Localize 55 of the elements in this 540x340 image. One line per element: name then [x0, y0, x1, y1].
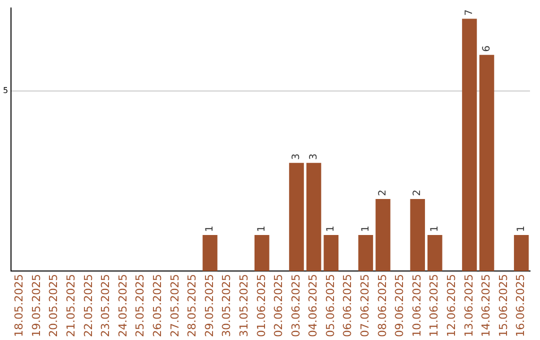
- data-label: 3: [308, 154, 320, 160]
- x-tick-label: 01.06.2025: [254, 274, 268, 338]
- x-tick-label: 11.06.2025: [428, 274, 441, 338]
- x-tick-label: 10.06.2025: [410, 274, 424, 338]
- y-tick-label: 5: [2, 86, 8, 95]
- bar: [254, 234, 270, 272]
- x-tick-label: 30.05.2025: [220, 274, 234, 338]
- bar: [324, 234, 338, 272]
- bar: [479, 54, 494, 272]
- data-label: 1: [326, 226, 337, 232]
- x-tick-label: 09.06.2025: [393, 274, 406, 338]
- x-tick-label: 20.05.2025: [47, 274, 60, 338]
- data-label: 1: [360, 226, 372, 232]
- x-tick-label: 07.06.2025: [358, 274, 372, 338]
- data-label: 7: [464, 9, 476, 16]
- data-label: 3: [291, 154, 302, 160]
- x-tick-label: 04.06.2025: [306, 274, 320, 338]
- data-label: 2: [378, 190, 389, 196]
- x-tick-label: 31.05.2025: [237, 274, 250, 338]
- bar: [376, 198, 390, 272]
- x-tick-label: 03.06.2025: [289, 274, 302, 338]
- data-label: 2: [412, 190, 424, 196]
- data-label: 1: [429, 226, 440, 232]
- x-tick-label: 28.05.2025: [186, 274, 199, 338]
- x-tick-label: 12.06.2025: [445, 274, 458, 338]
- data-label: 1: [256, 226, 268, 232]
- x-tick-label: 22.05.2025: [82, 274, 95, 338]
- x-tick-label: 16.06.2025: [514, 274, 528, 338]
- x-tick-label: 14.06.2025: [480, 274, 493, 338]
- x-tick-label: 26.05.2025: [150, 274, 164, 338]
- bar: [514, 234, 529, 272]
- x-tick-label: 23.05.2025: [99, 274, 112, 338]
- bar: [358, 234, 374, 272]
- bar: [306, 162, 322, 272]
- x-tick-label: 05.06.2025: [324, 274, 337, 338]
- data-label: 6: [481, 45, 492, 52]
- x-tick-label: 02.06.2025: [272, 274, 286, 338]
- bar: [410, 198, 425, 272]
- x-tick-label: 08.06.2025: [376, 274, 389, 338]
- data-label: 1: [516, 226, 527, 232]
- x-tick-label: 13.06.2025: [462, 274, 476, 338]
- x-tick-label: 21.05.2025: [64, 274, 78, 338]
- x-tick-label: 29.05.2025: [202, 274, 216, 338]
- x-tick-label: 15.06.2025: [496, 274, 510, 338]
- bar: [427, 234, 442, 272]
- x-tick-label: 06.06.2025: [341, 274, 354, 338]
- data-label: 1: [204, 226, 216, 232]
- x-tick-label: 19.05.2025: [30, 274, 43, 338]
- bar: [289, 162, 304, 272]
- x-tick-label: 27.05.2025: [168, 274, 182, 338]
- x-tick-label: 24.05.2025: [116, 274, 130, 338]
- bar: [462, 18, 477, 272]
- x-tick-label: 18.05.2025: [12, 274, 26, 338]
- bar: [202, 234, 218, 272]
- x-tick-label: 25.05.2025: [134, 274, 147, 338]
